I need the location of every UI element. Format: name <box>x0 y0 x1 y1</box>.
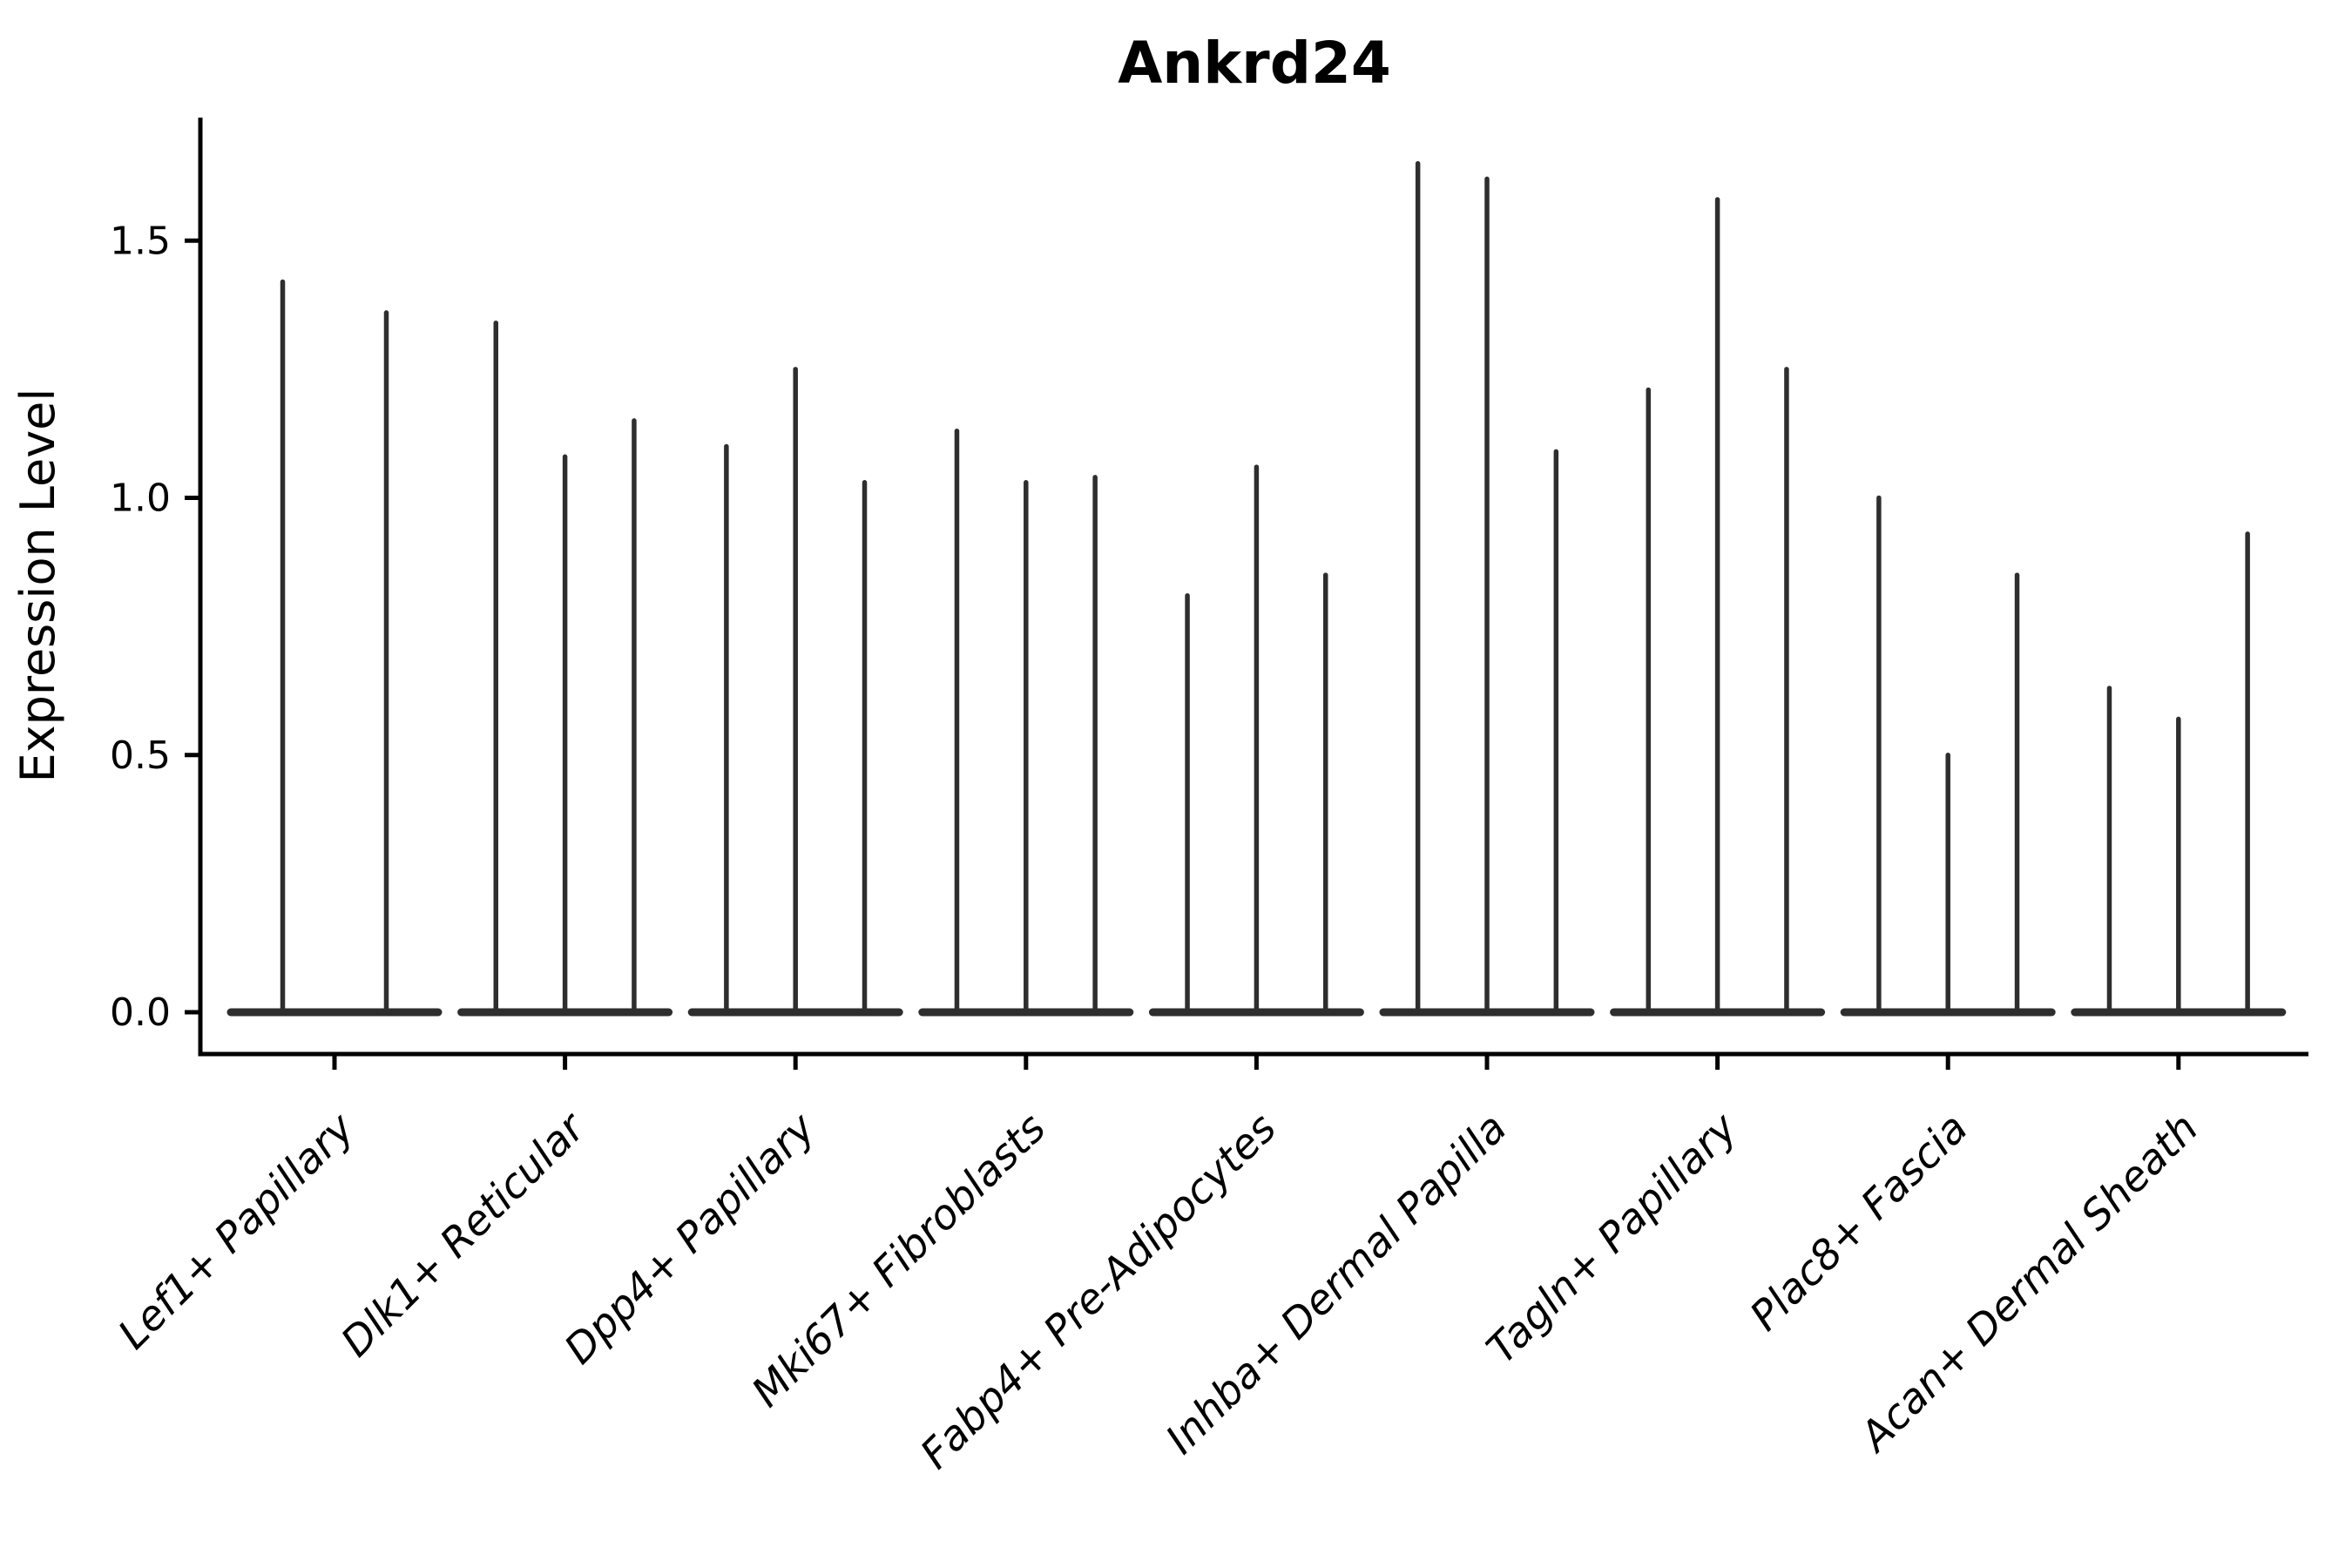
violin-group <box>1148 464 1364 1017</box>
y-tick-label: 0.0 <box>110 990 171 1035</box>
x-tick-label: Lef1+ Papillary <box>109 1104 364 1359</box>
chart-title: Ankrd24 <box>1118 30 1391 97</box>
violin-group <box>2071 531 2287 1017</box>
violin-group <box>226 279 443 1017</box>
violin-group <box>1379 160 1595 1017</box>
y-axis-ticks: 0.0 0.5 1.0 1.5 <box>110 219 200 1035</box>
x-tick-label: Dpp4+ Papillary <box>556 1104 826 1374</box>
violin-group <box>687 367 903 1017</box>
x-tick-label: Plac8+ Fascia <box>1741 1105 1977 1341</box>
y-tick-label: 0.5 <box>110 733 171 778</box>
violin-group <box>1840 495 2056 1017</box>
violins <box>226 160 2287 1017</box>
violin-group <box>918 428 1134 1017</box>
y-tick-label: 1.0 <box>110 476 171 521</box>
y-axis-label: Expression Level <box>10 389 65 783</box>
y-tick-label: 1.5 <box>110 219 171 263</box>
x-tick-label: Dlk1+ Reticular <box>332 1103 596 1367</box>
x-tick-label: Tagln+ Papillary <box>1477 1104 1747 1374</box>
violin-group <box>457 320 673 1017</box>
axes <box>198 118 2308 1057</box>
violin-group <box>1610 197 1826 1017</box>
